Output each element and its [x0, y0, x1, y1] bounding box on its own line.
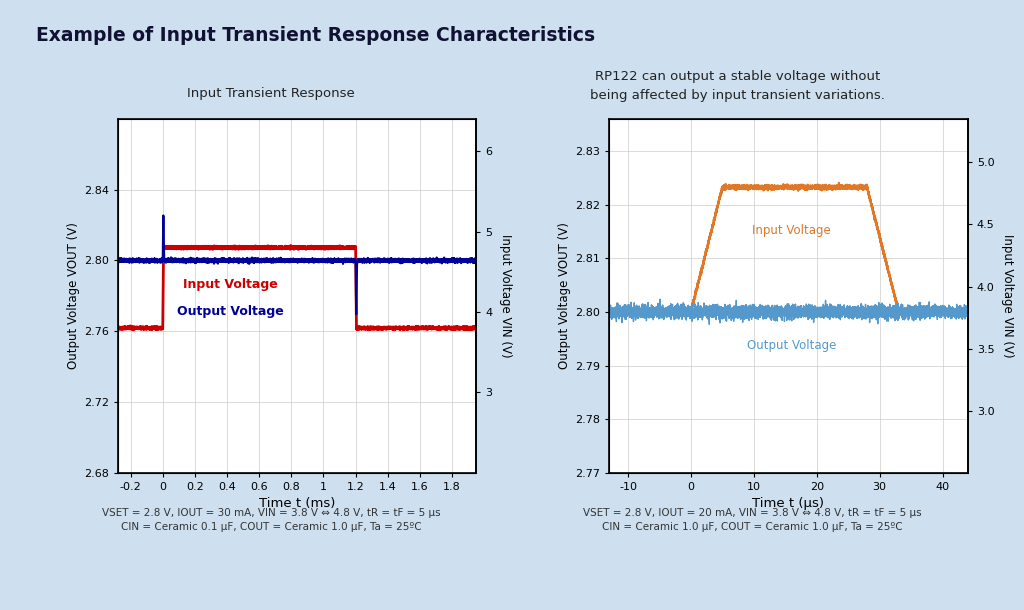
X-axis label: Time t (μs): Time t (μs): [753, 497, 824, 511]
Text: RP122 can output a stable voltage without
being affected by input transient vari: RP122 can output a stable voltage withou…: [590, 70, 885, 102]
X-axis label: Time t (ms): Time t (ms): [259, 497, 335, 511]
Text: VSET = 2.8 V, IOUT = 20 mA, VIN = 3.8 V ⇔ 4.8 V, tR = tF = 5 μs
CIN = Ceramic 1.: VSET = 2.8 V, IOUT = 20 mA, VIN = 3.8 V …: [584, 508, 922, 533]
Y-axis label: Output Voltage VOUT (V): Output Voltage VOUT (V): [67, 223, 80, 369]
Y-axis label: Input Voltage VIN (V): Input Voltage VIN (V): [1001, 234, 1015, 357]
Y-axis label: Output Voltage VOUT (V): Output Voltage VOUT (V): [558, 223, 571, 369]
Text: Example of Input Transient Response Characteristics: Example of Input Transient Response Char…: [36, 26, 595, 45]
Text: Input Voltage: Input Voltage: [753, 224, 831, 237]
Text: Input Voltage: Input Voltage: [183, 278, 278, 291]
Text: VSET = 2.8 V, IOUT = 30 mA, VIN = 3.8 V ⇔ 4.8 V, tR = tF = 5 μs
CIN = Ceramic 0.: VSET = 2.8 V, IOUT = 30 mA, VIN = 3.8 V …: [102, 508, 440, 533]
Y-axis label: Input Voltage VIN (V): Input Voltage VIN (V): [500, 234, 512, 357]
Text: Output Voltage: Output Voltage: [746, 339, 837, 353]
Text: Output Voltage: Output Voltage: [177, 306, 284, 318]
Text: Input Transient Response: Input Transient Response: [187, 87, 355, 99]
